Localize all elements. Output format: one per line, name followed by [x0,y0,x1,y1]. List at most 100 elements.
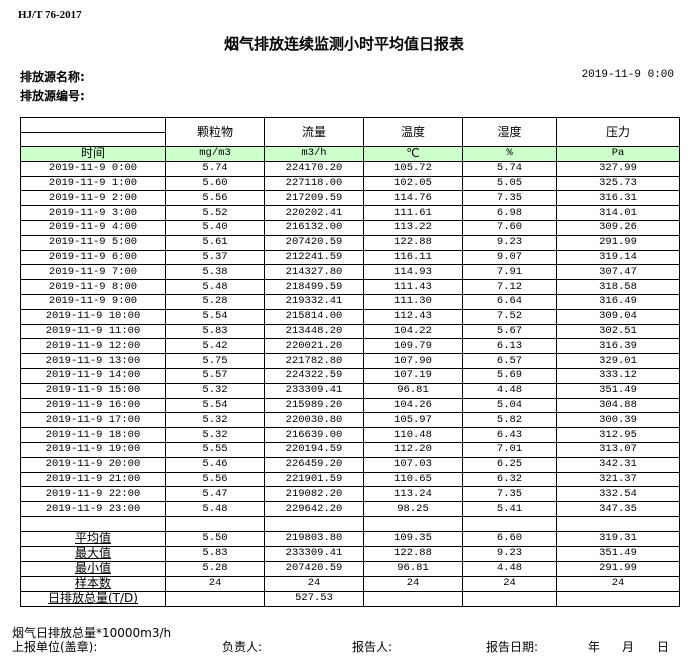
value-cell: 6.64 [462,293,557,310]
stat-value: 9.23 [462,545,557,562]
value-cell: 215989.20 [264,397,364,414]
value-cell: 5.60 [165,175,265,192]
stat-label: 最小值 [20,560,166,577]
stat-row: 平均值 5.50 219803.80 109.35 6.60 319.31 [20,530,680,547]
value-cell: 351.49 [556,382,680,399]
stat-value: 96.81 [363,560,463,577]
value-cell: 214327.80 [264,264,364,281]
value-cell: 7.12 [462,279,557,295]
value-cell: 7.35 [462,190,557,207]
stat-value: 527.53 [264,590,364,607]
value-cell: 5.61 [165,234,265,251]
value-cell: 7.60 [462,219,557,236]
unit-cell: Pa [556,146,680,162]
value-cell: 104.22 [363,323,463,340]
value-cell: 98.25 [363,501,463,517]
value-cell: 122.88 [363,234,463,251]
value-cell: 114.93 [363,264,463,281]
value-cell: 6.57 [462,353,557,369]
value-cell: 7.35 [462,486,557,503]
value-cell: 212241.59 [264,249,364,266]
table-row: 2019-11-9 9:00 5.28 219332.41 111.30 6.64 316… [20,293,680,310]
month-label: 月 [622,640,635,654]
value-cell: 5.69 [462,367,557,384]
empty-cell [20,515,166,532]
time-cell: 2019-11-9 15:00 [20,382,166,399]
value-cell: 309.04 [556,308,680,325]
time-cell: 2019-11-9 18:00 [20,427,166,443]
value-cell: 112.20 [363,441,463,458]
value-cell: 316.49 [556,293,680,310]
day-label: 日 [657,640,670,654]
value-cell: 107.19 [363,367,463,384]
value-cell: 224322.59 [264,367,364,384]
value-cell: 111.61 [363,205,463,221]
table-row: 2019-11-9 11:00 5.83 213448.20 104.22 5.67 30… [20,323,680,340]
value-cell: 207420.59 [264,234,364,251]
value-cell: 327.99 [556,160,680,177]
value-cell: 347.35 [556,501,680,517]
stat-row: 样本数 24 24 24 24 24 [20,575,680,592]
time-header: 时间 [20,146,166,162]
value-cell: 5.82 [462,412,557,429]
table-row: 2019-11-9 6:00 5.37 212241.59 116.11 9.07 319… [20,249,680,266]
time-cell: 2019-11-9 4:00 [20,219,166,236]
stat-value: 24 [556,575,680,592]
header-row: 颗粒物 流量 温度 湿度 压力 [20,117,680,147]
value-cell: 6.32 [462,471,557,488]
unit-cell: % [462,146,557,162]
column-header: 流量 [264,117,364,147]
value-cell: 109.79 [363,338,463,355]
value-cell: 5.83 [165,323,265,340]
table-row: 2019-11-9 10:00 5.54 215814.00 112.43 7.52 30… [20,308,680,325]
value-cell: 321.37 [556,471,680,488]
value-cell: 316.39 [556,338,680,355]
value-cell: 5.74 [165,160,265,177]
unit-cell: m3/h [264,146,364,162]
value-cell: 5.32 [165,412,265,429]
value-cell: 9.23 [462,234,557,251]
table-row: 2019-11-9 5:00 5.61 207420.59 122.88 9.23 291… [20,234,680,251]
time-cell: 2019-11-9 2:00 [20,190,166,207]
table-row: 2019-11-9 8:00 5.48 218499.59 111.43 7.12 318… [20,279,680,295]
stat-value [556,590,680,607]
table-row: 2019-11-9 19:00 5.55 220194.59 112.20 7.01 31… [20,441,680,458]
value-cell: 5.67 [462,323,557,340]
value-cell: 5.57 [165,367,265,384]
value-cell: 224170.20 [264,160,364,177]
empty-cell [165,515,265,532]
stat-row: 最大值 5.83 233309.41 122.88 9.23 351.49 [20,545,680,562]
stat-label: 最大值 [20,545,166,562]
table-row: 2019-11-9 22:00 5.47 219082.20 113.24 7.35 33… [20,486,680,503]
value-cell: 5.54 [165,397,265,414]
stat-value: 319.31 [556,530,680,547]
value-cell: 218499.59 [264,279,364,295]
unit-cell: ℃ [363,146,463,162]
value-cell: 5.52 [165,205,265,221]
value-cell: 216132.00 [264,219,364,236]
stat-value: 291.99 [556,560,680,577]
value-cell: 6.43 [462,427,557,443]
column-header: 压力 [556,117,680,147]
value-cell: 9.07 [462,249,557,266]
stat-value: 233309.41 [264,545,364,562]
value-cell: 221901.59 [264,471,364,488]
stat-value: 351.49 [556,545,680,562]
value-cell: 107.90 [363,353,463,369]
table-row: 2019-11-9 15:00 5.32 233309.41 96.81 4.48 351… [20,382,680,399]
value-cell: 5.54 [165,308,265,325]
report-title: 烟气排放连续监测小时平均值日报表 [223,35,464,53]
stat-value: 24 [165,575,265,592]
value-cell: 5.42 [165,338,265,355]
value-cell: 219082.20 [264,486,364,503]
value-cell: 217209.59 [264,190,364,207]
value-cell: 220030.80 [264,412,364,429]
value-cell: 216639.00 [264,427,364,443]
value-cell: 304.88 [556,397,680,414]
value-cell: 116.11 [363,249,463,266]
source-name-label: 排放源名称: [20,70,85,84]
value-cell: 313.07 [556,441,680,458]
value-cell: 227118.00 [264,175,364,192]
stat-label: 日排放总量(T/D) [20,590,166,607]
stat-value: 219803.80 [264,530,364,547]
